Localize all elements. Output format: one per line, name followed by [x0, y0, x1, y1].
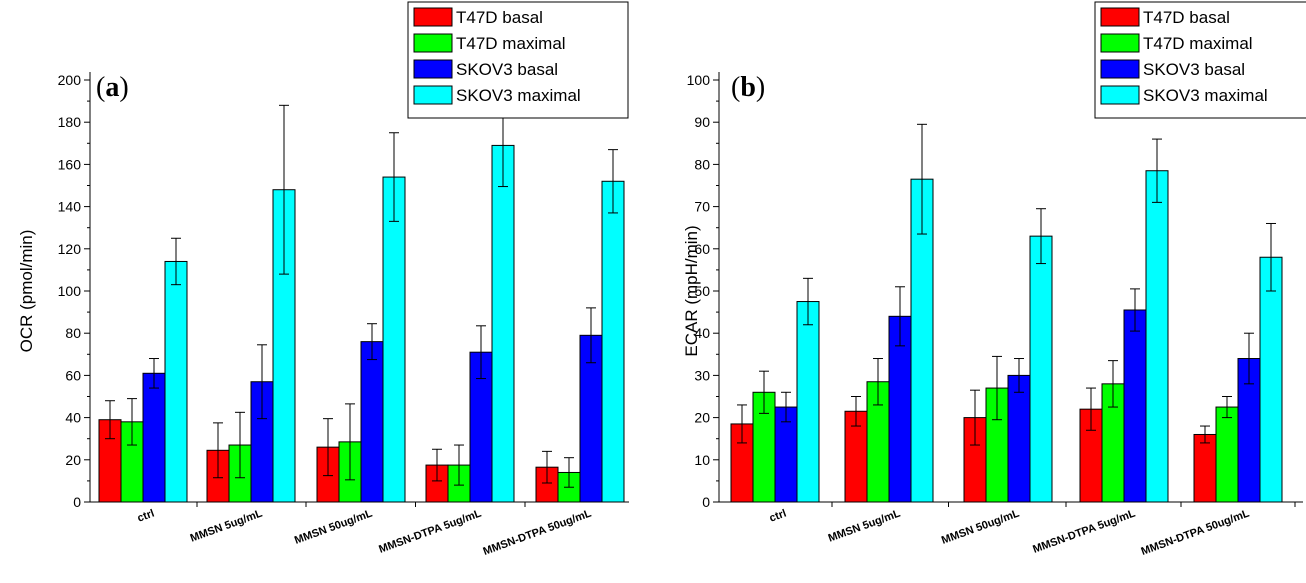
y-tick-label: 80	[694, 156, 710, 172]
legend-label-t47d-basal: T47D basal	[1143, 8, 1230, 27]
y-axis-title: ECAR (mpH/min)	[682, 225, 701, 356]
y-tick-label: 90	[694, 114, 710, 130]
x-category-label: MMSN 50ug/mL	[940, 507, 1021, 546]
y-tick-label: 60	[694, 241, 710, 257]
bar-t47d-maximal-mmsn-dtpa-50ug-ml	[1215, 406, 1239, 503]
legend-swatch-skov3-basal	[1100, 59, 1140, 79]
y-tick-label: 40	[65, 410, 81, 426]
legend-label-skov3-basal: SKOV3 basal	[456, 60, 558, 79]
chart-panel-a: 0 20 40 60 80 100 120 140 160 180 200 OCR (pmol/min…	[17, 1, 629, 558]
y-tick-label: 120	[58, 241, 82, 257]
y-tick-label: 160	[58, 156, 82, 172]
bar-skov3-maximal-ctrl	[164, 260, 188, 503]
panel-label: (a)	[96, 72, 129, 103]
y-tick-label: 70	[694, 199, 710, 215]
legend-label-t47d-maximal: T47D maximal	[1143, 34, 1253, 53]
bar-skov3-maximal-mmsn-50ug-ml	[382, 176, 406, 503]
bar-t47d-basal-mmsn-dtpa-50ug-ml	[1193, 433, 1217, 503]
legend-label-skov3-maximal: SKOV3 maximal	[1143, 86, 1268, 105]
bar-skov3-maximal-mmsn-dtpa-5ug-ml	[1145, 170, 1169, 503]
y-tick-label: 0	[73, 494, 81, 510]
legend-label-t47d-basal: T47D basal	[456, 8, 543, 27]
y-tick-label: 20	[65, 452, 81, 468]
y-tick-label: 20	[694, 410, 710, 426]
y-tick-label: 140	[58, 199, 82, 215]
bar-skov3-maximal-mmsn-dtpa-50ug-ml	[601, 180, 625, 503]
legend-swatch-t47d-maximal	[413, 33, 453, 53]
bar-skov3-maximal-mmsn-dtpa-50ug-ml	[1259, 256, 1283, 503]
y-tick-label: 10	[694, 452, 710, 468]
y-tick-label: 50	[694, 283, 710, 299]
bar-skov3-basal-mmsn-50ug-ml	[360, 341, 384, 503]
y-tick-label: 30	[694, 367, 710, 383]
x-category-label: MMSN-DTPA 5ug/mL	[1031, 507, 1137, 555]
chart-panel-b: 0 10 20 30 40 50 60 70 80 90 100 ECAR (mpH/min) (b) c…	[682, 1, 1306, 558]
y-tick-label: 40	[694, 325, 710, 341]
legend-swatch-t47d-maximal	[1100, 33, 1140, 53]
y-tick-label: 180	[58, 114, 82, 130]
legend-label-skov3-maximal: SKOV3 maximal	[456, 86, 581, 105]
bar-skov3-basal-mmsn-dtpa-5ug-ml	[1123, 309, 1147, 503]
x-category-label: MMSN-DTPA 5ug/mL	[377, 507, 483, 555]
legend-swatch-skov3-maximal	[413, 85, 453, 105]
y-tick-label: 200	[58, 72, 82, 88]
x-category-label: ctrl	[768, 508, 788, 525]
x-category-label: MMSN 5ug/mL	[189, 507, 265, 544]
y-tick-label: 60	[65, 367, 81, 383]
legend-swatch-skov3-maximal	[1100, 85, 1140, 105]
legend-label-skov3-basal: SKOV3 basal	[1143, 60, 1245, 79]
bar-skov3-basal-mmsn-50ug-ml	[1007, 374, 1031, 503]
bar-skov3-maximal-mmsn-dtpa-5ug-ml	[491, 144, 515, 503]
legend-label-t47d-maximal: T47D maximal	[456, 34, 566, 53]
x-category-label: MMSN 50ug/mL	[293, 507, 374, 546]
legend-swatch-t47d-basal	[413, 7, 453, 27]
x-category-label: MMSN 5ug/mL	[827, 507, 903, 544]
x-category-label: MMSN-DTPA 50ug/mL	[1140, 507, 1252, 557]
legend-swatch-t47d-basal	[1100, 7, 1140, 27]
panel-label: (b)	[731, 72, 765, 103]
y-tick-label: 80	[65, 325, 81, 341]
bar-skov3-maximal-ctrl	[796, 301, 820, 503]
legend-swatch-skov3-basal	[413, 59, 453, 79]
x-category-label: MMSN-DTPA 50ug/mL	[482, 507, 594, 557]
y-tick-label: 0	[702, 494, 710, 510]
y-tick-label: 100	[687, 72, 711, 88]
x-category-label: ctrl	[136, 508, 156, 525]
bar-skov3-maximal-mmsn-50ug-ml	[1029, 235, 1053, 503]
y-tick-label: 100	[58, 283, 82, 299]
bar-skov3-basal-ctrl	[142, 372, 166, 503]
y-axis-title: OCR (pmol/min)	[17, 230, 36, 353]
